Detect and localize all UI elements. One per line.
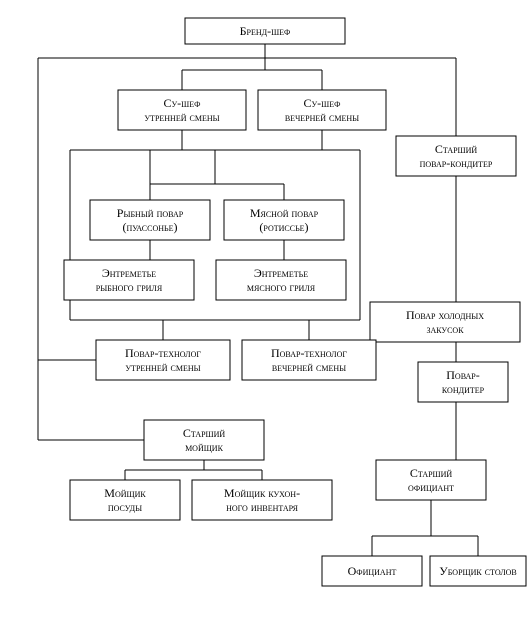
label: мясного гриля xyxy=(247,280,316,294)
label: (пуассонье) xyxy=(123,220,178,234)
node-waiter: Официант xyxy=(322,556,422,586)
node-waiter_sr: Старшийофициант xyxy=(376,460,486,500)
node-brand: Бренд-шеф xyxy=(185,18,345,44)
label: официант xyxy=(408,480,454,494)
node-ent_meat: Энтреметьемясного гриля xyxy=(216,260,346,300)
edge xyxy=(265,44,456,58)
label: Су-шеф xyxy=(164,96,201,110)
label: Повар холодных xyxy=(406,308,484,322)
node-tech_m: Повар-технологутренней смены xyxy=(96,340,230,380)
node-cold: Повар холодныхзакусок xyxy=(370,302,520,342)
label: рыбного гриля xyxy=(96,280,163,294)
label: Су-шеф xyxy=(304,96,341,110)
label: вечерней смены xyxy=(272,360,346,374)
label: Рыбный повар xyxy=(117,206,184,220)
label: Старший xyxy=(435,142,478,156)
label: Энтреметье xyxy=(102,266,156,280)
label: (ротиссье) xyxy=(259,220,308,234)
node-cleaner: Уборщик столов xyxy=(430,556,526,586)
label: утренней смены xyxy=(144,110,219,124)
label: Энтреметье xyxy=(254,266,308,280)
node-pastry: Повар-кондитер xyxy=(418,362,508,402)
node-sous_e: Су-шефвечерней смены xyxy=(258,90,386,130)
label: Старший xyxy=(183,426,226,440)
label: мойщик xyxy=(185,440,224,454)
label: Повар-технолог xyxy=(271,346,347,360)
node-sous_m: Су-шефутренней смены xyxy=(118,90,246,130)
label: Повар-технолог xyxy=(125,346,201,360)
label: Мясной повар xyxy=(250,206,319,220)
label: Бренд-шеф xyxy=(240,24,291,38)
node-wash_sr: Старшиймойщик xyxy=(144,420,264,460)
node-wash_inv: Мойщик кухон-ного инвентаря xyxy=(192,480,332,520)
label: Официант xyxy=(348,564,397,578)
node-fish: Рыбный повар(пуассонье) xyxy=(90,200,210,240)
node-pastry_sr: Старшийповар-кондитер xyxy=(396,136,516,176)
label: Повар- xyxy=(446,368,480,382)
node-ent_fish: Энтреметьерыбного гриля xyxy=(64,260,194,300)
label: вечерней смены xyxy=(285,110,359,124)
label: кондитер xyxy=(442,382,485,396)
label: повар-кондитер xyxy=(420,156,493,170)
node-meat: Мясной повар(ротиссье) xyxy=(224,200,344,240)
label: Мойщик кухон- xyxy=(224,486,300,500)
label: ного инвентаря xyxy=(226,500,299,514)
label: посуды xyxy=(108,500,142,514)
label: утренней смены xyxy=(125,360,200,374)
label: Уборщик столов xyxy=(439,564,516,578)
edge xyxy=(38,44,265,58)
node-wash_dish: Мойщикпосуды xyxy=(70,480,180,520)
node-tech_e: Повар-технологвечерней смены xyxy=(242,340,376,380)
label: закусок xyxy=(426,322,464,336)
label: Мойщик xyxy=(104,486,146,500)
label: Старший xyxy=(410,466,453,480)
